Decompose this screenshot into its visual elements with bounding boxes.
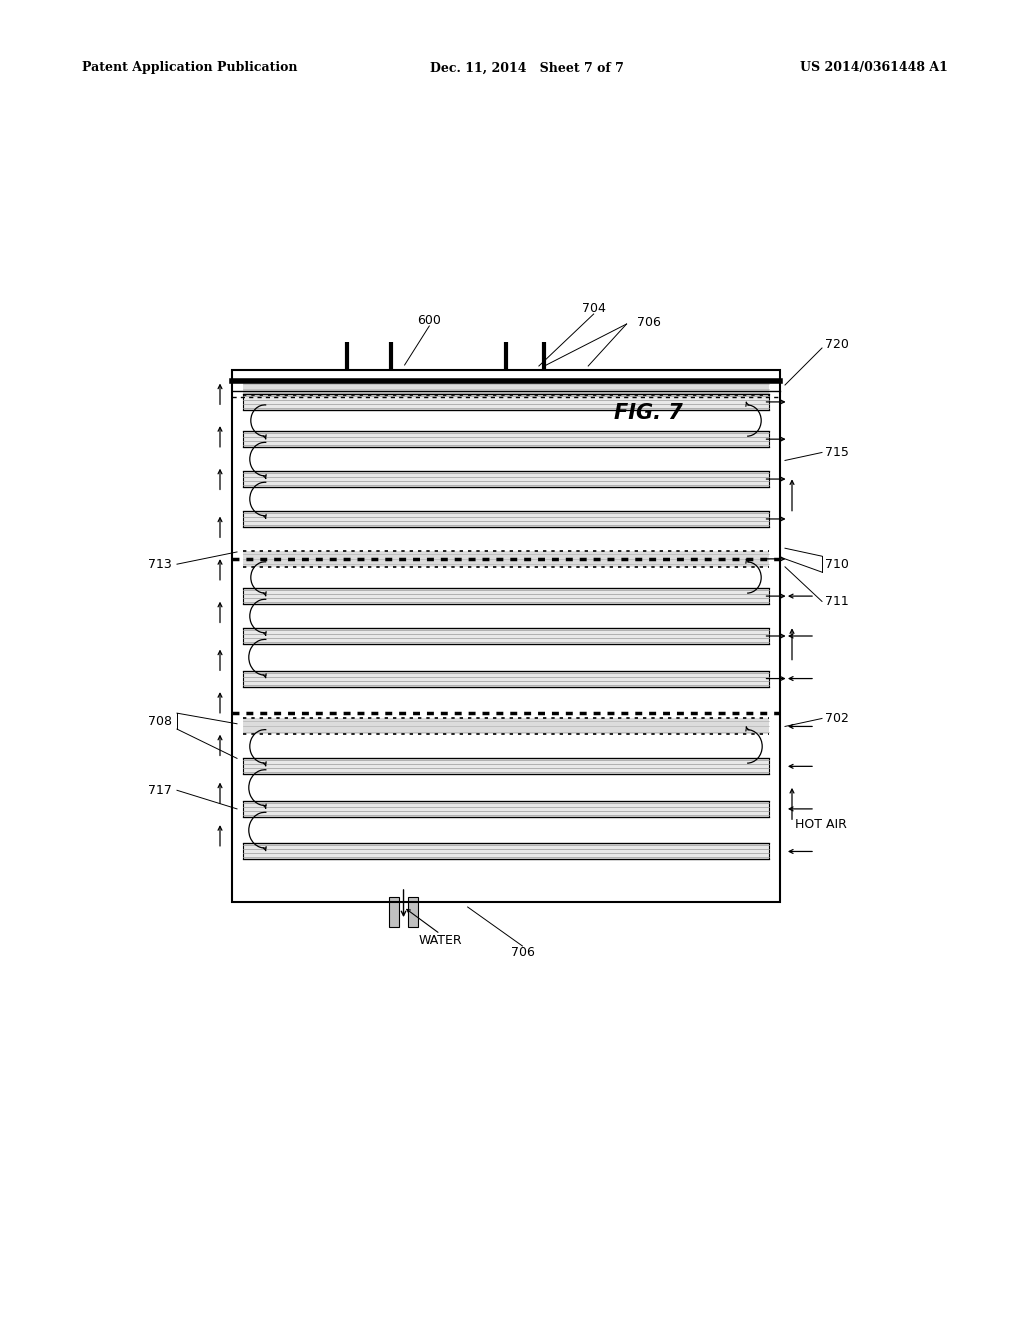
Text: US 2014/0361448 A1: US 2014/0361448 A1 <box>800 62 948 74</box>
Bar <box>243 550 769 566</box>
Text: 711: 711 <box>825 595 849 609</box>
Bar <box>243 718 769 734</box>
Text: FIG. 7: FIG. 7 <box>614 403 683 422</box>
Bar <box>243 843 769 859</box>
Bar <box>243 511 769 527</box>
Text: 600: 600 <box>418 314 441 326</box>
Text: 720: 720 <box>825 338 849 351</box>
Bar <box>243 381 769 395</box>
Bar <box>408 898 418 927</box>
Text: Patent Application Publication: Patent Application Publication <box>82 62 298 74</box>
Text: 706: 706 <box>637 315 660 329</box>
Bar <box>243 801 769 817</box>
Bar <box>243 628 769 644</box>
Bar <box>243 671 769 686</box>
Bar <box>243 589 769 605</box>
Text: 715: 715 <box>825 446 849 459</box>
Text: Dec. 11, 2014   Sheet 7 of 7: Dec. 11, 2014 Sheet 7 of 7 <box>430 62 624 74</box>
Text: WATER: WATER <box>419 933 462 946</box>
Text: 713: 713 <box>148 557 172 570</box>
Bar <box>243 759 769 775</box>
Text: 706: 706 <box>511 945 535 958</box>
Text: 710: 710 <box>825 557 849 570</box>
Text: 702: 702 <box>825 711 849 725</box>
Bar <box>243 471 769 487</box>
Text: 717: 717 <box>148 784 172 797</box>
Bar <box>389 898 398 927</box>
Bar <box>243 393 769 411</box>
Text: HOT AIR: HOT AIR <box>795 818 847 832</box>
Bar <box>243 432 769 447</box>
Text: 704: 704 <box>582 301 605 314</box>
Text: 708: 708 <box>148 714 172 727</box>
